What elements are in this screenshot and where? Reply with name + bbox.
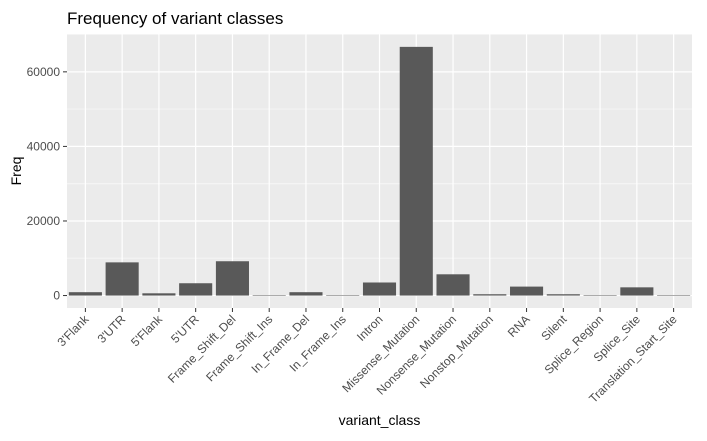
x-tick-label: Intron [354,312,386,344]
y-tick-label: 20000 [27,214,61,228]
x-tick-label: 5'Flank [128,312,166,350]
x-axis-title: variant_class [339,412,421,428]
bar [142,293,176,296]
y-tick-label: 60000 [27,65,61,79]
bar [620,287,654,296]
x-tick-label: RNA [505,312,533,340]
x-tick-label: 5'UTR [168,312,202,346]
x-tick-label: 3'UTR [95,312,129,346]
bar [546,294,580,296]
bar [105,262,139,296]
x-tick-label: 3'Flank [55,312,93,350]
bars [68,46,691,296]
bar [326,295,360,296]
bar [473,294,507,296]
bar [657,295,691,296]
y-tick-label: 0 [53,289,60,303]
x-axis: 3'Flank 3'UTR 5'Flank 5'UTRFrame_Shift_DelF… [55,308,680,406]
bar [583,295,617,296]
y-axis: 0 20000 40000 60000 [27,65,67,303]
bar [179,283,213,296]
x-tick-label: Frame_Shift_Ins [203,312,275,384]
chart-title: Frequency of variant classes [67,9,283,28]
bar [252,295,286,296]
bar [399,46,433,296]
bar [436,274,470,296]
y-tick-label: 40000 [27,139,61,153]
bar [215,261,249,296]
y-axis-title: Freq [8,157,24,186]
bar [510,286,544,296]
x-tick-label: Silent [538,312,570,344]
bar [362,282,397,296]
bar [68,292,102,296]
bar [289,292,323,296]
